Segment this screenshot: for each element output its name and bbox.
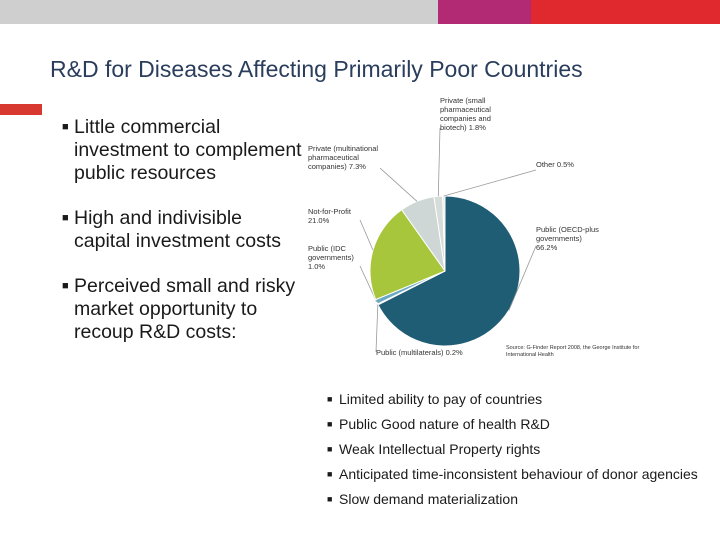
slice-label: Other 0.5% [536, 160, 574, 169]
pie-chart: Public (OECD-plus governments) 66.2% Public… [300, 96, 720, 370]
slice-leader-line [375, 304, 379, 353]
right-bullet-text: Limited ability to pay of countries [339, 391, 543, 407]
slice-label: Not-for-Profit 21.0% [308, 207, 352, 225]
bullet-marker: ■ [327, 494, 333, 504]
left-bullet: ■ Perceived small and risky market oppor… [62, 275, 302, 344]
slice-label: Public (IDC governments) 1.0% [308, 244, 354, 271]
left-bullet-text: Little commercial investment to compleme… [74, 116, 302, 184]
right-bullet: ■ Public Good nature of health R&D [327, 416, 707, 433]
right-bullet: ■ Anticipated time-inconsistent behaviou… [327, 466, 707, 483]
top-color-bar [0, 0, 720, 24]
top-bar-red [531, 0, 720, 24]
right-bullet: ■ Limited ability to pay of countries [327, 391, 707, 408]
accent-bar [0, 104, 42, 115]
right-bullet: ■ Weak Intellectual Property rights [327, 441, 707, 458]
right-bullet-text: Weak Intellectual Property rights [339, 441, 541, 457]
top-bar-magenta [438, 0, 531, 24]
slice-leader-line [437, 127, 441, 197]
right-bullet-text: Public Good nature of health R&D [339, 416, 550, 432]
slice-label: Public (multilaterals) 0.2% [376, 348, 463, 357]
bullet-marker: ■ [327, 444, 333, 454]
bullet-marker: ■ [62, 121, 69, 133]
slice-leader-line [443, 169, 537, 197]
right-bullet-text: Slow demand materialization [339, 491, 518, 507]
bullet-marker: ■ [62, 212, 69, 224]
slice-label: Public (OECD-plus governments) 66.2% [536, 225, 599, 252]
bullet-marker: ■ [327, 419, 333, 429]
chart-source-note: Source: G-Finder Report 2008, the George… [506, 345, 639, 358]
right-bullet: ■ Slow demand materialization [327, 491, 707, 508]
pie-chart-svg: Public (OECD-plus governments) 66.2% Public… [308, 96, 639, 358]
left-bullet-list: ■ Little commercial investment to comple… [62, 116, 302, 344]
right-bullet-text: Anticipated time-inconsistent behaviour … [339, 466, 698, 482]
left-bullet: ■ Little commercial investment to comple… [62, 116, 302, 185]
slice-leader-line [379, 167, 418, 202]
left-bullet: ■ High and indivisible capital investmen… [62, 207, 302, 253]
left-bullet-text: Perceived small and risky market opportu… [74, 275, 296, 343]
slice-leader-line [359, 219, 374, 251]
top-bar-gray [0, 0, 438, 24]
slice-leader-line [508, 245, 537, 311]
bullet-marker: ■ [62, 280, 69, 292]
bullet-marker: ■ [327, 394, 333, 404]
slice-label: Private (multinational pharmaceutical comp… [308, 144, 378, 171]
slice-label: Private (small pharmaceutical companies an… [440, 96, 491, 132]
slide-title: R&D for Diseases Affecting Primarily Poo… [50, 56, 583, 82]
bullet-marker: ■ [327, 469, 333, 479]
left-bullet-text: High and indivisible capital investment … [74, 207, 282, 252]
right-bullet-list: ■ Limited ability to pay of countries ■ … [327, 391, 707, 508]
